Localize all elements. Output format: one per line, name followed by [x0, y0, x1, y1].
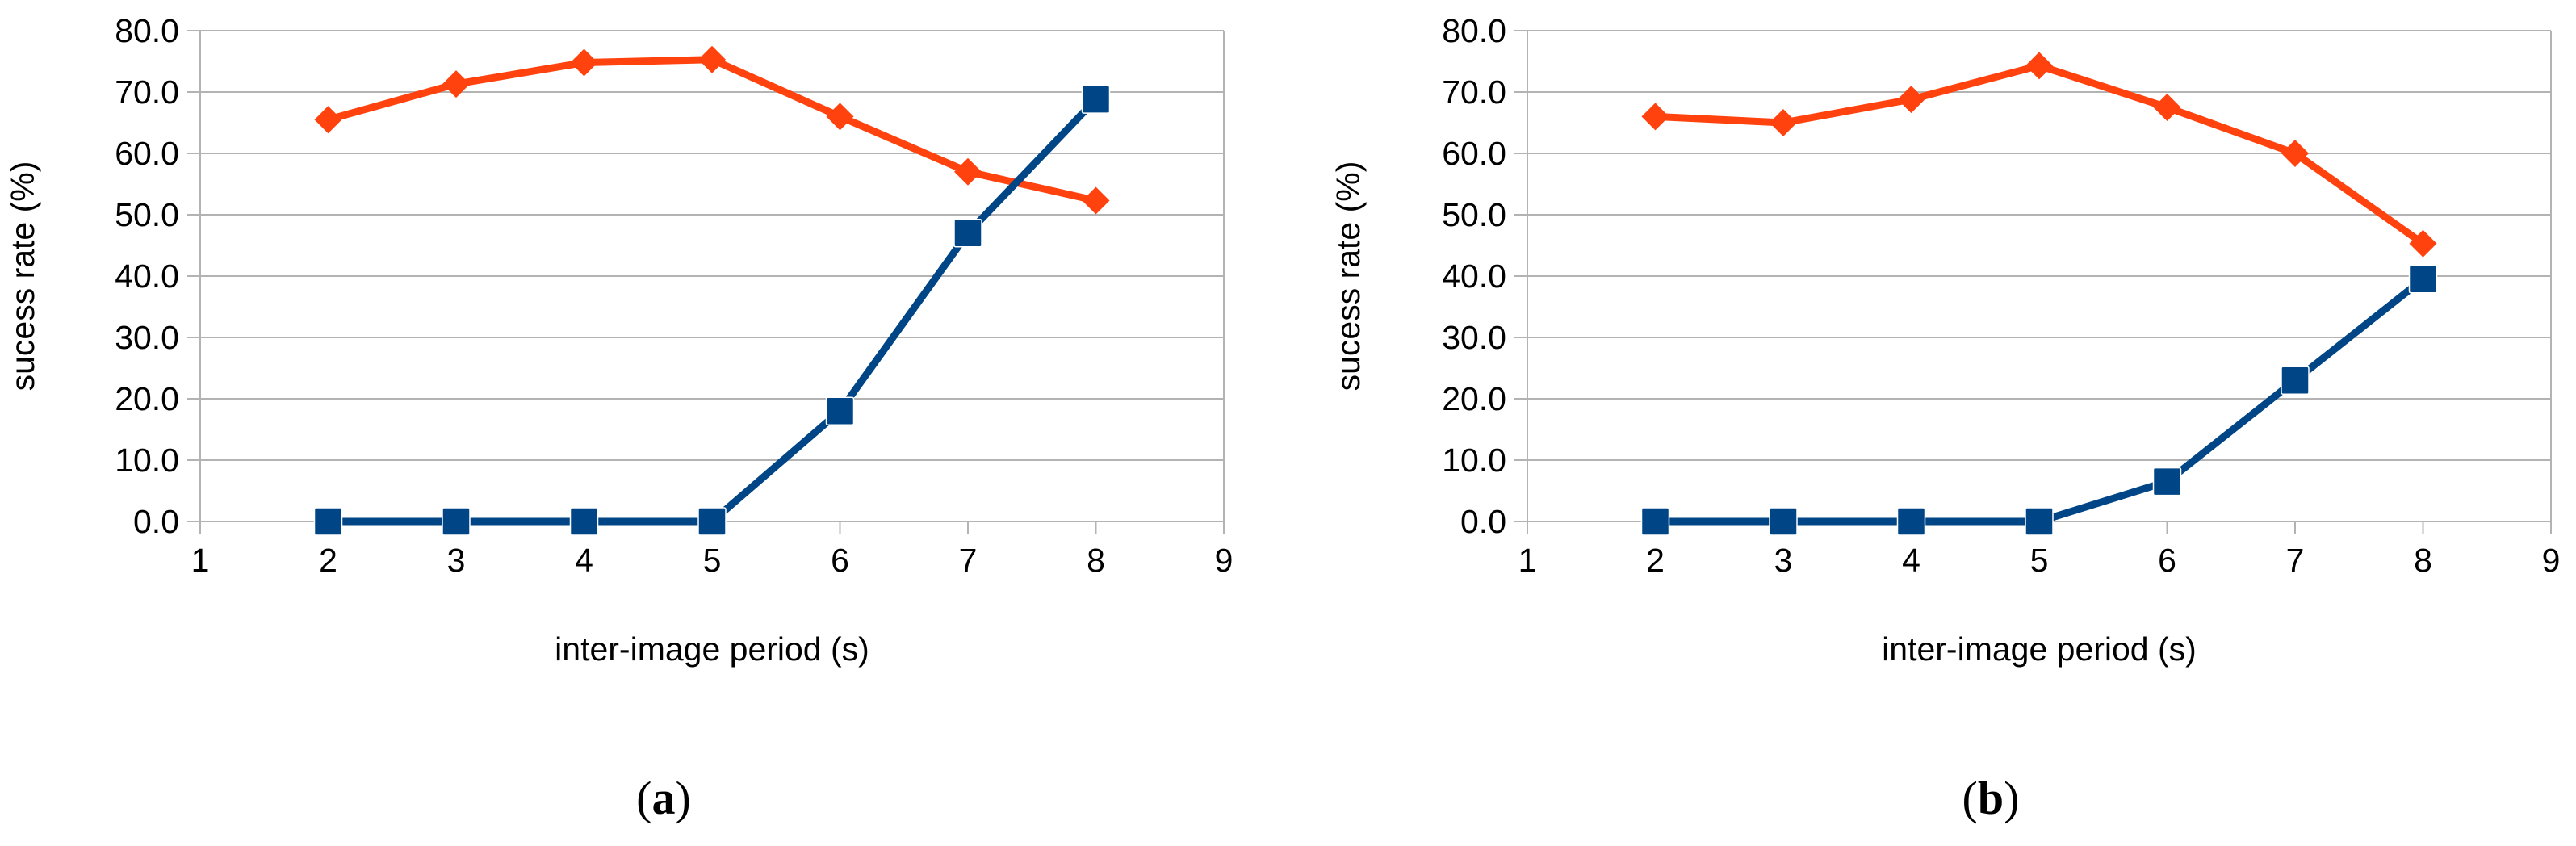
y-tick-label: 40.0	[115, 258, 179, 295]
x-tick-label: 7	[959, 542, 978, 579]
series-line-0	[325, 56, 1100, 205]
x-tick-label: 1	[1518, 542, 1537, 579]
x-tick-label: 4	[575, 542, 593, 579]
diamond-marker	[1641, 103, 1669, 131]
diamond-marker	[826, 103, 854, 131]
y-tick-label: 20.0	[1442, 380, 1506, 417]
x-tick-label: 3	[1774, 542, 1793, 579]
y-tick-label: 0.0	[133, 503, 179, 540]
y-tick-label: 20.0	[115, 380, 179, 417]
x-tick-label: 1	[191, 542, 210, 579]
square-marker	[1769, 507, 1798, 536]
chart-panel-b: 0.0 10.0 20.0 30.0 40.0 50.0 60.0 70.0 80.0 1 2 3 4 5…	[1330, 12, 2560, 824]
y-tick-label: 60.0	[1442, 135, 1506, 172]
x-tick-label: 2	[319, 542, 337, 579]
y-tick-label: 40.0	[1442, 258, 1506, 295]
panel-caption: (b)	[1962, 772, 2020, 824]
square-marker	[2408, 265, 2438, 294]
x-tick-label: 6	[831, 542, 849, 579]
x-tick-label: 2	[1646, 542, 1665, 579]
x-tick-label: 9	[1215, 542, 1234, 579]
x-tick-label: 5	[2030, 542, 2049, 579]
y-tick-label: 30.0	[1442, 319, 1506, 356]
diamond-marker	[954, 157, 982, 186]
x-tick-label: 8	[2414, 542, 2432, 579]
square-marker	[569, 507, 599, 536]
diamond-marker	[2409, 229, 2437, 258]
diamond-marker	[1897, 86, 1925, 114]
y-tick-label: 50.0	[1442, 196, 1506, 233]
y-tick-label: 80.0	[1442, 12, 1506, 49]
square-marker	[2281, 366, 2310, 395]
y-tick-label: 0.0	[1460, 503, 1506, 540]
diamond-marker	[2153, 94, 2181, 121]
x-tick-label: 4	[1902, 542, 1920, 579]
square-marker	[1081, 85, 1111, 114]
diamond-marker	[442, 70, 470, 98]
square-marker	[825, 396, 855, 425]
x-tick-label: 7	[2286, 542, 2305, 579]
y-tick-label: 80.0	[115, 12, 179, 49]
square-marker	[2025, 507, 2054, 536]
panel-label: b	[1978, 772, 2004, 824]
series-line-1	[325, 95, 1100, 526]
diamond-marker	[2025, 52, 2053, 80]
square-marker	[442, 507, 471, 536]
x-tick-label: 9	[2542, 542, 2561, 579]
y-axis-title: sucess rate (%)	[4, 161, 41, 392]
square-marker	[953, 219, 982, 248]
diamond-marker	[1082, 186, 1110, 215]
x-axis-title: inter-image period (s)	[555, 630, 869, 668]
x-tick-label: 8	[1087, 542, 1105, 579]
square-marker	[1640, 507, 1670, 536]
y-tick-label: 50.0	[115, 196, 179, 233]
chart-panel-a: 0.0 10.0 20.0 30.0 40.0 50.0 60.0 70.0 80.0 1 2 3 4 5…	[4, 12, 1233, 824]
diamond-marker	[570, 48, 598, 77]
diamond-marker	[314, 106, 342, 134]
y-tick-label: 60.0	[115, 135, 179, 172]
panel-label: a	[652, 772, 676, 824]
y-tick-label: 10.0	[115, 442, 179, 479]
x-tick-label: 6	[2158, 542, 2176, 579]
diamond-marker	[2281, 140, 2309, 167]
diamond-marker	[1770, 109, 1797, 136]
y-tick-label: 30.0	[115, 319, 179, 356]
square-marker	[2152, 467, 2182, 496]
y-tick-label: 10.0	[1442, 442, 1506, 479]
diamond-marker	[698, 45, 726, 73]
square-marker	[313, 507, 343, 536]
y-tick-label: 70.0	[115, 73, 179, 111]
x-axis-title: inter-image period (s)	[1882, 630, 2197, 668]
x-tick-label: 3	[447, 542, 466, 579]
x-tick-label: 5	[703, 542, 722, 579]
y-axis-title: sucess rate (%)	[1330, 161, 1367, 392]
square-marker	[1896, 507, 1926, 536]
square-marker	[697, 507, 727, 536]
y-tick-label: 70.0	[1442, 73, 1506, 111]
panel-caption: (a)	[636, 772, 691, 824]
series-line-1	[1652, 275, 2427, 526]
